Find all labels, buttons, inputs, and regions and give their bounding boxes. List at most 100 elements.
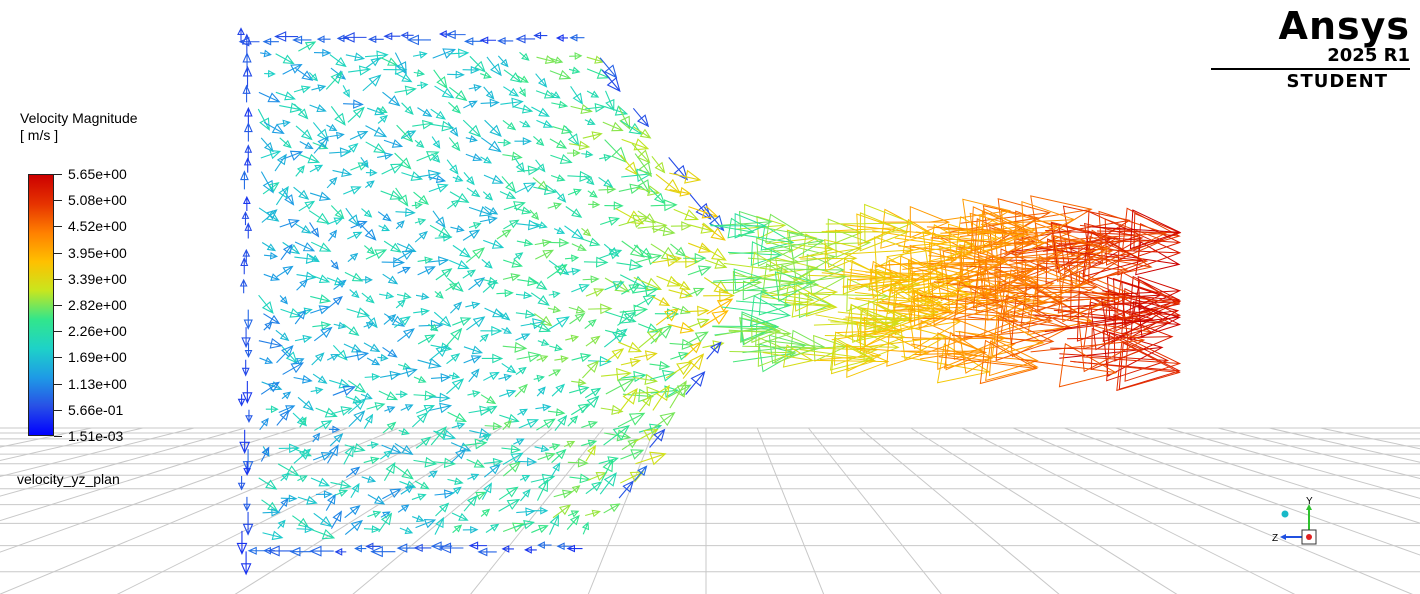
velocity-arrow (278, 497, 289, 512)
velocity-arrow (350, 482, 360, 499)
velocity-arrow (586, 55, 605, 64)
velocity-arrow (569, 140, 591, 151)
velocity-arrow (363, 321, 375, 330)
velocity-arrow (516, 351, 542, 363)
velocity-arrow (483, 371, 500, 381)
velocity-arrow (449, 259, 470, 270)
velocity-arrow (240, 170, 249, 190)
velocity-arrow (1105, 276, 1182, 311)
velocity-arrow (344, 271, 364, 282)
velocity-arrow (445, 283, 458, 292)
velocity-arrow (605, 90, 615, 112)
velocity-arrow (581, 420, 599, 429)
velocity-arrow (729, 336, 796, 368)
velocity-arrow (396, 292, 412, 300)
velocity-arrow (535, 249, 555, 260)
velocity-arrow (361, 275, 373, 284)
velocity-arrow (497, 138, 512, 147)
velocity-arrow (363, 525, 381, 534)
velocity-arrow (363, 312, 378, 329)
velocity-arrow (263, 121, 285, 135)
velocity-arrow (569, 312, 586, 325)
velocity-arrow (334, 547, 347, 556)
velocity-arrow (258, 337, 283, 349)
velocity-arrow (395, 207, 416, 217)
velocity-arrow (447, 122, 459, 137)
velocity-arrow (313, 512, 333, 528)
velocity-arrow (960, 198, 1052, 239)
velocity-arrow (308, 254, 320, 263)
velocity-arrow (313, 135, 330, 154)
velocity-arrow (415, 436, 432, 449)
velocity-arrow (449, 86, 468, 102)
velocity-arrow (413, 191, 429, 205)
velocity-arrow (348, 65, 372, 76)
velocity-arrow (670, 243, 687, 257)
velocity-arrow (620, 120, 643, 135)
velocity-arrow (241, 327, 251, 349)
velocity-arrow (326, 176, 338, 189)
velocity-arrow (383, 139, 404, 148)
velocity-arrow (315, 490, 333, 499)
velocity-arrow (514, 137, 532, 146)
velocity-arrow (362, 74, 382, 92)
velocity-arrow (685, 305, 710, 317)
velocity-arrow (468, 222, 482, 230)
velocity-arrow (367, 510, 382, 518)
velocity-arrow (704, 258, 728, 269)
velocity-arrow (477, 547, 497, 557)
velocity-arrow (349, 131, 369, 141)
velocity-arrow (546, 263, 568, 279)
velocity-arrow (600, 216, 621, 226)
velocity-arrow (565, 334, 580, 343)
velocity-arrow (550, 154, 573, 164)
velocity-arrow (484, 206, 499, 215)
velocity-arrow (279, 219, 300, 229)
velocity-arrow (244, 222, 253, 239)
velocity-arrow (279, 295, 288, 305)
velocity-arrow (499, 389, 517, 398)
velocity-arrow (531, 106, 550, 117)
velocity-arrow (650, 411, 676, 431)
velocity-arrow (330, 106, 346, 126)
velocity-arrow (363, 456, 380, 465)
velocity-arrow (292, 515, 310, 528)
velocity-arrow (618, 480, 634, 499)
velocity-arrow (280, 243, 293, 261)
velocity-arrow (449, 486, 462, 497)
velocity-arrow (260, 381, 280, 395)
velocity-arrow (397, 266, 411, 274)
velocity-arrow (377, 105, 388, 113)
legend-tick-mark (54, 278, 62, 280)
velocity-arrow (620, 358, 642, 368)
velocity-arrow (878, 289, 952, 323)
velocity-arrow (911, 331, 994, 369)
velocity-arrow (519, 120, 531, 128)
velocity-arrow (482, 279, 498, 293)
velocity-arrow (261, 209, 278, 223)
velocity-arrow (535, 73, 548, 88)
velocity-arrow (618, 183, 643, 195)
velocity-arrow (242, 449, 254, 474)
velocity-arrow (413, 390, 437, 401)
velocity-arrow (550, 174, 566, 182)
velocity-arrow (649, 369, 677, 382)
velocity-arrow (799, 336, 875, 371)
velocity-arrow (450, 448, 467, 464)
velocity-arrow (259, 417, 269, 431)
velocity-arrow (635, 451, 667, 466)
velocity-arrow (350, 220, 368, 229)
velocity-arrow (313, 48, 332, 57)
velocity-arrow (585, 509, 601, 518)
velocity-arrow (762, 344, 814, 368)
velocity-arrow (569, 473, 592, 484)
velocity-arrow (468, 206, 493, 217)
velocity-arrow (634, 465, 648, 481)
velocity-arrow (867, 324, 948, 361)
axis-triad[interactable]: Y Z (1268, 496, 1328, 556)
velocity-arrow (438, 30, 452, 38)
velocity-arrow (465, 153, 483, 162)
velocity-arrow (331, 406, 353, 416)
velocity-arrow (798, 339, 877, 375)
